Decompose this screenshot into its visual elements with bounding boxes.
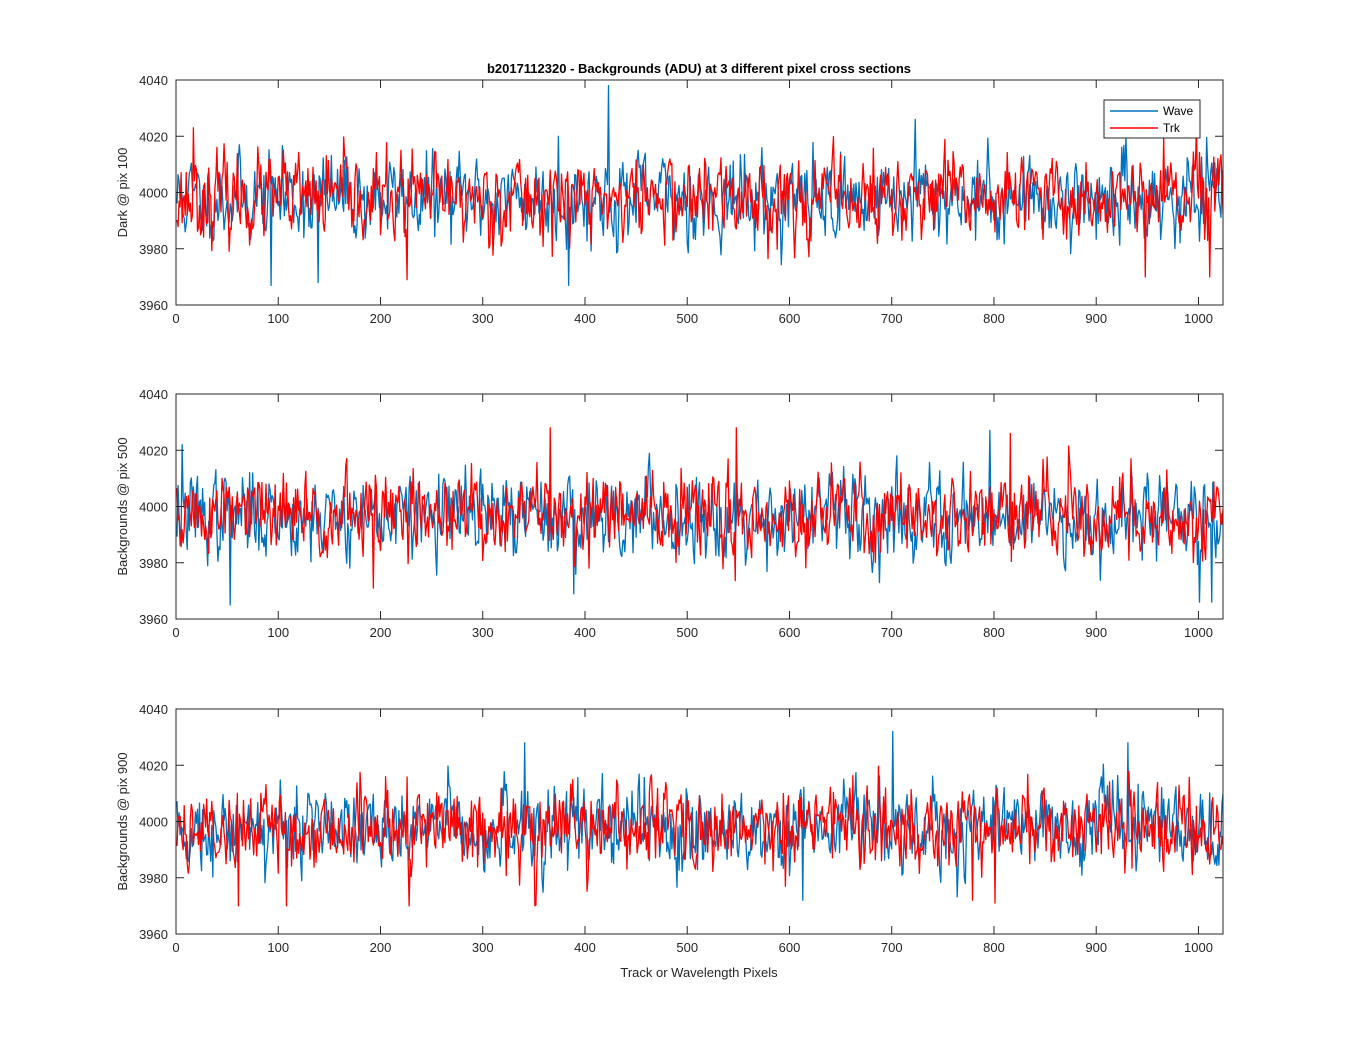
y-tick-label: 3960 [139, 612, 168, 627]
y-tick-label: 4040 [139, 702, 168, 717]
x-tick-label: 100 [267, 311, 289, 326]
series-line-trk [176, 427, 1223, 589]
figure-title: b2017112320 - Backgrounds (ADU) at 3 dif… [487, 61, 911, 76]
y-tick-label: 3960 [139, 927, 168, 942]
series-group [176, 84, 1223, 286]
x-tick-label: 400 [574, 311, 596, 326]
x-tick-label: 900 [1085, 625, 1107, 640]
x-tick-label: 500 [676, 940, 698, 955]
x-tick-label: 300 [472, 311, 494, 326]
y-tick-label: 4000 [139, 186, 168, 201]
x-tick-label: 700 [881, 940, 903, 955]
legend[interactable]: Wave Trk [1103, 99, 1201, 139]
series-line-trk [176, 765, 1223, 907]
x-tick-label: 200 [370, 625, 392, 640]
x-axis-label: Track or Wavelength Pixels [620, 965, 778, 980]
y-tick-label: 3980 [139, 556, 168, 571]
x-tick-label: 100 [267, 625, 289, 640]
y-tick-label: 4020 [139, 129, 168, 144]
y-axis-label: Backgrounds @ pix 500 [115, 437, 130, 575]
y-tick-label: 4000 [139, 500, 168, 515]
x-tick-label: 0 [172, 311, 179, 326]
y-tick-label: 4040 [139, 387, 168, 402]
series-group [176, 427, 1223, 606]
x-tick-label: 1000 [1184, 311, 1213, 326]
x-tick-label: 800 [983, 625, 1005, 640]
x-tick-label: 900 [1085, 940, 1107, 955]
x-tick-label: 500 [676, 311, 698, 326]
x-tick-label: 1000 [1184, 940, 1213, 955]
series-group [176, 730, 1223, 907]
legend-label-wave: Wave [1163, 104, 1194, 118]
x-tick-label: 600 [779, 940, 801, 955]
x-tick-label: 300 [472, 625, 494, 640]
y-axis-label: Backgrounds @ pix 900 [115, 752, 130, 890]
x-tick-label: 0 [172, 625, 179, 640]
y-tick-label: 4020 [139, 758, 168, 773]
subplot-3: 0 100 200 300 400 500 600 700 800 900 1000 3960 3980… [115, 702, 1224, 955]
series-line-wave [176, 429, 1223, 606]
y-tick-label: 4000 [139, 815, 168, 830]
y-tick-label: 3960 [139, 298, 168, 313]
x-tick-label: 100 [267, 940, 289, 955]
x-tick-label: 400 [574, 940, 596, 955]
y-tick-label: 4020 [139, 443, 168, 458]
subplot-2: 0 100 200 300 400 500 600 700 800 900 1000 3960 3980… [115, 387, 1224, 640]
x-tick-label: 700 [881, 625, 903, 640]
legend-label-trk: Trk [1163, 121, 1181, 135]
subplots: 0 100 200 300 400 500 600 700 800 900 100039603980… [115, 73, 1224, 955]
x-tick-label: 800 [983, 940, 1005, 955]
y-tick-label: 3980 [139, 871, 168, 886]
x-tick-label: 1000 [1184, 625, 1213, 640]
legend-box [1103, 99, 1201, 139]
x-tick-label: 600 [779, 311, 801, 326]
x-tick-label: 800 [983, 311, 1005, 326]
x-tick-label: 900 [1085, 311, 1107, 326]
x-tick-label: 700 [881, 311, 903, 326]
y-axis-label: Dark @ pix 100 [115, 148, 130, 238]
x-tick-label: 500 [676, 625, 698, 640]
series-line-trk [176, 124, 1223, 281]
subplot-1: 0 100 200 300 400 500 600 700 800 900 1000 3960 3980… [115, 73, 1224, 326]
x-tick-label: 600 [779, 625, 801, 640]
x-tick-label: 400 [574, 625, 596, 640]
y-tick-label: 4040 [139, 73, 168, 88]
x-tick-label: 200 [370, 940, 392, 955]
y-tick-label: 3980 [139, 242, 168, 257]
x-tick-label: 200 [370, 311, 392, 326]
x-tick-label: 0 [172, 940, 179, 955]
x-tick-label: 300 [472, 940, 494, 955]
